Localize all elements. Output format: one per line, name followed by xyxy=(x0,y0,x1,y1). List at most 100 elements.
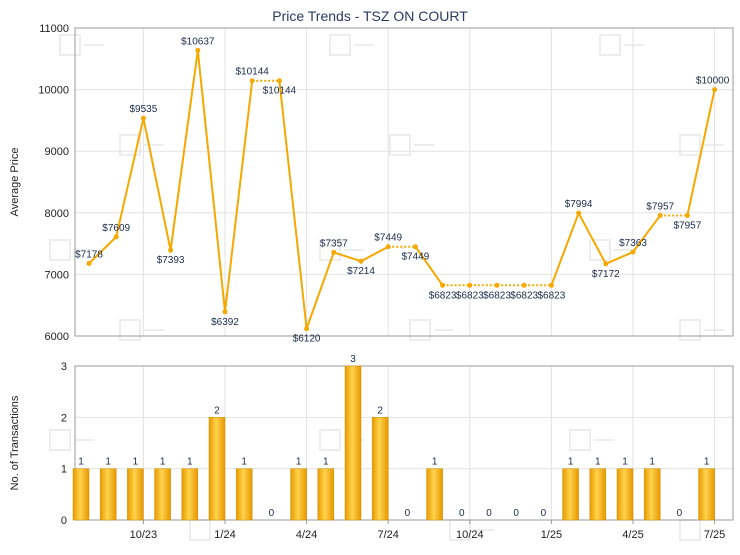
price-point xyxy=(276,78,282,84)
transaction-count-label: 0 xyxy=(459,508,465,519)
x-tick-label: 7/24 xyxy=(377,529,398,541)
watermark-mark xyxy=(49,239,71,261)
transaction-bar xyxy=(698,468,715,521)
price-line-segment xyxy=(632,214,662,253)
transaction-count-label: 1 xyxy=(595,457,601,468)
x-tick-label: 10/23 xyxy=(130,529,158,541)
x-tick-label: 7/25 xyxy=(704,529,725,541)
price-data-label: $7449 xyxy=(374,233,402,244)
price-point xyxy=(440,282,446,288)
transaction-count-label: 1 xyxy=(78,457,84,468)
transactions-y-tick: 2 xyxy=(61,412,67,424)
price-y-tick: 7000 xyxy=(45,269,69,281)
price-grid xyxy=(74,27,734,337)
price-y-tick: 10000 xyxy=(38,85,69,97)
price-data-label: $7357 xyxy=(320,238,348,249)
price-data-label: $6823 xyxy=(510,290,538,301)
price-point xyxy=(304,326,310,332)
price-point xyxy=(521,282,527,288)
watermark-mark xyxy=(189,519,211,541)
price-point xyxy=(712,87,718,93)
price-data-label: $7393 xyxy=(157,255,185,266)
price-points xyxy=(86,47,718,332)
watermark-icon xyxy=(409,319,454,341)
transaction-bar xyxy=(643,468,661,521)
price-point xyxy=(140,115,146,121)
transaction-count-label: 1 xyxy=(133,457,139,468)
transaction-count-label: 0 xyxy=(677,508,683,519)
price-point xyxy=(113,234,119,240)
price-point xyxy=(358,258,364,264)
transaction-bar xyxy=(317,468,335,521)
transaction-count-label: 1 xyxy=(296,457,302,468)
transaction-bar xyxy=(589,468,607,521)
price-line-segment xyxy=(278,80,308,329)
watermark-icon xyxy=(389,134,434,156)
price-plot-frame xyxy=(74,27,734,337)
price-line-segment xyxy=(115,118,145,238)
transaction-count-label: 0 xyxy=(486,508,492,519)
price-data-label: $6823 xyxy=(483,290,511,301)
price-point xyxy=(630,249,636,255)
watermark-mark xyxy=(679,519,701,541)
transaction-bar xyxy=(616,468,634,521)
price-line-segment xyxy=(333,251,362,263)
price-point xyxy=(684,212,690,218)
transaction-bar xyxy=(371,417,389,521)
watermark-icon xyxy=(59,34,104,56)
x-tick-label: 1/25 xyxy=(541,529,562,541)
transaction-count-label: 2 xyxy=(214,405,220,416)
price-data-label: $6823 xyxy=(537,290,565,301)
transaction-count-label: 0 xyxy=(541,508,547,519)
data-labels: 1 1 1 1 1 2 1 0 1 1 3 2 0 1 0 0 0 0 1 1 1 1 0 1 $7178 $7609 $9535 $… xyxy=(75,36,730,519)
transaction-bar xyxy=(72,468,90,521)
transaction-count-label: 1 xyxy=(704,457,710,468)
price-data-label: $7449 xyxy=(401,252,429,263)
price-data-label: $7957 xyxy=(646,201,674,212)
price-y-tick: 11000 xyxy=(39,23,69,35)
price-line-segment xyxy=(305,252,335,329)
price-line-segment xyxy=(360,245,389,263)
price-line-segment xyxy=(88,236,117,265)
transaction-count-label: 1 xyxy=(649,457,655,468)
watermark-icon xyxy=(679,319,724,341)
transactions-plot-frame xyxy=(74,365,734,521)
price-data-label: $9535 xyxy=(129,104,157,115)
watermark-layer xyxy=(49,34,724,541)
transaction-count-label: 3 xyxy=(350,354,356,365)
transaction-count-label: 0 xyxy=(513,508,519,519)
watermark-mark xyxy=(329,34,351,56)
transactions-y-tick: 0 xyxy=(61,515,67,527)
price-point xyxy=(657,212,663,218)
transaction-count-label: 1 xyxy=(160,457,166,468)
transaction-bar xyxy=(562,468,579,521)
transactions-axis-title: No. of Transactions xyxy=(9,395,21,490)
x-tick-label: 4/25 xyxy=(622,529,643,541)
price-data-label: $10637 xyxy=(181,36,215,47)
watermark-icon xyxy=(599,34,644,56)
price-data-label: $7172 xyxy=(592,269,620,280)
transactions-y-tick: 3 xyxy=(61,361,67,373)
price-data-label: $7994 xyxy=(565,199,593,210)
price-point xyxy=(385,244,391,250)
watermark-icon xyxy=(49,429,94,451)
watermark-mark xyxy=(119,134,141,156)
price-data-label: $7363 xyxy=(619,238,647,249)
watermark-mark xyxy=(679,134,701,156)
transaction-count-label: 1 xyxy=(241,457,247,468)
watermark-mark xyxy=(49,429,71,451)
transaction-count-label: 0 xyxy=(405,508,411,519)
x-tick-label: 1/24 xyxy=(214,529,235,541)
watermark-mark xyxy=(679,319,701,341)
watermark-icon xyxy=(329,34,374,56)
price-data-label: $10144 xyxy=(263,86,297,97)
price-data-label: $6823 xyxy=(429,290,457,301)
price-data-label: $10000 xyxy=(696,76,730,87)
watermark-icon xyxy=(319,239,364,261)
watermark-icon xyxy=(49,239,94,261)
price-line-layer xyxy=(88,50,716,329)
price-point xyxy=(331,249,337,255)
transaction-count-label: 1 xyxy=(568,457,574,468)
price-line-segment xyxy=(142,118,172,251)
